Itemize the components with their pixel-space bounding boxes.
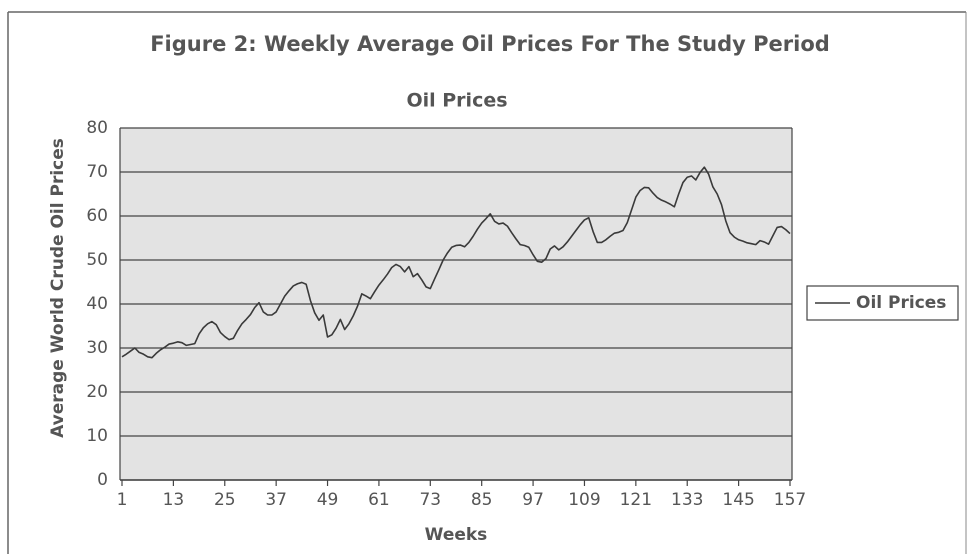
y-tick-label: 40 xyxy=(86,294,108,314)
x-tick-label: 1 xyxy=(117,490,128,510)
x-tick-label: 121 xyxy=(620,490,652,510)
x-tick-label: 25 xyxy=(214,490,236,510)
chart-title: Figure 2: Weekly Average Oil Prices For … xyxy=(150,32,830,56)
y-tick-label: 30 xyxy=(86,338,108,358)
y-tick-label: 10 xyxy=(86,426,108,446)
x-axis-label: Weeks xyxy=(425,525,488,545)
x-tick-label: 85 xyxy=(471,490,493,510)
x-tick-label: 157 xyxy=(774,490,806,510)
x-tick-label: 61 xyxy=(368,490,390,510)
x-tick-label: 133 xyxy=(671,490,703,510)
y-tick-label: 70 xyxy=(86,162,108,182)
x-tick-label: 13 xyxy=(163,490,185,510)
x-tick-label: 109 xyxy=(568,490,600,510)
y-tick-label: 0 xyxy=(97,470,108,490)
y-tick-label: 50 xyxy=(86,250,108,270)
y-tick-label: 20 xyxy=(86,382,108,402)
y-axis-label: Average World Crude Oil Prices xyxy=(48,138,68,438)
x-tick-label: 49 xyxy=(317,490,339,510)
x-tick-label: 97 xyxy=(522,490,544,510)
data-line xyxy=(121,166,791,359)
x-tick-label: 145 xyxy=(722,490,754,510)
legend-label: Oil Prices xyxy=(856,293,946,313)
x-tick-label: 37 xyxy=(265,490,287,510)
y-tick-label: 60 xyxy=(86,206,108,226)
chart-subtitle: Oil Prices xyxy=(406,90,507,112)
y-tick-label: 80 xyxy=(86,118,108,138)
x-tick-label: 73 xyxy=(419,490,441,510)
